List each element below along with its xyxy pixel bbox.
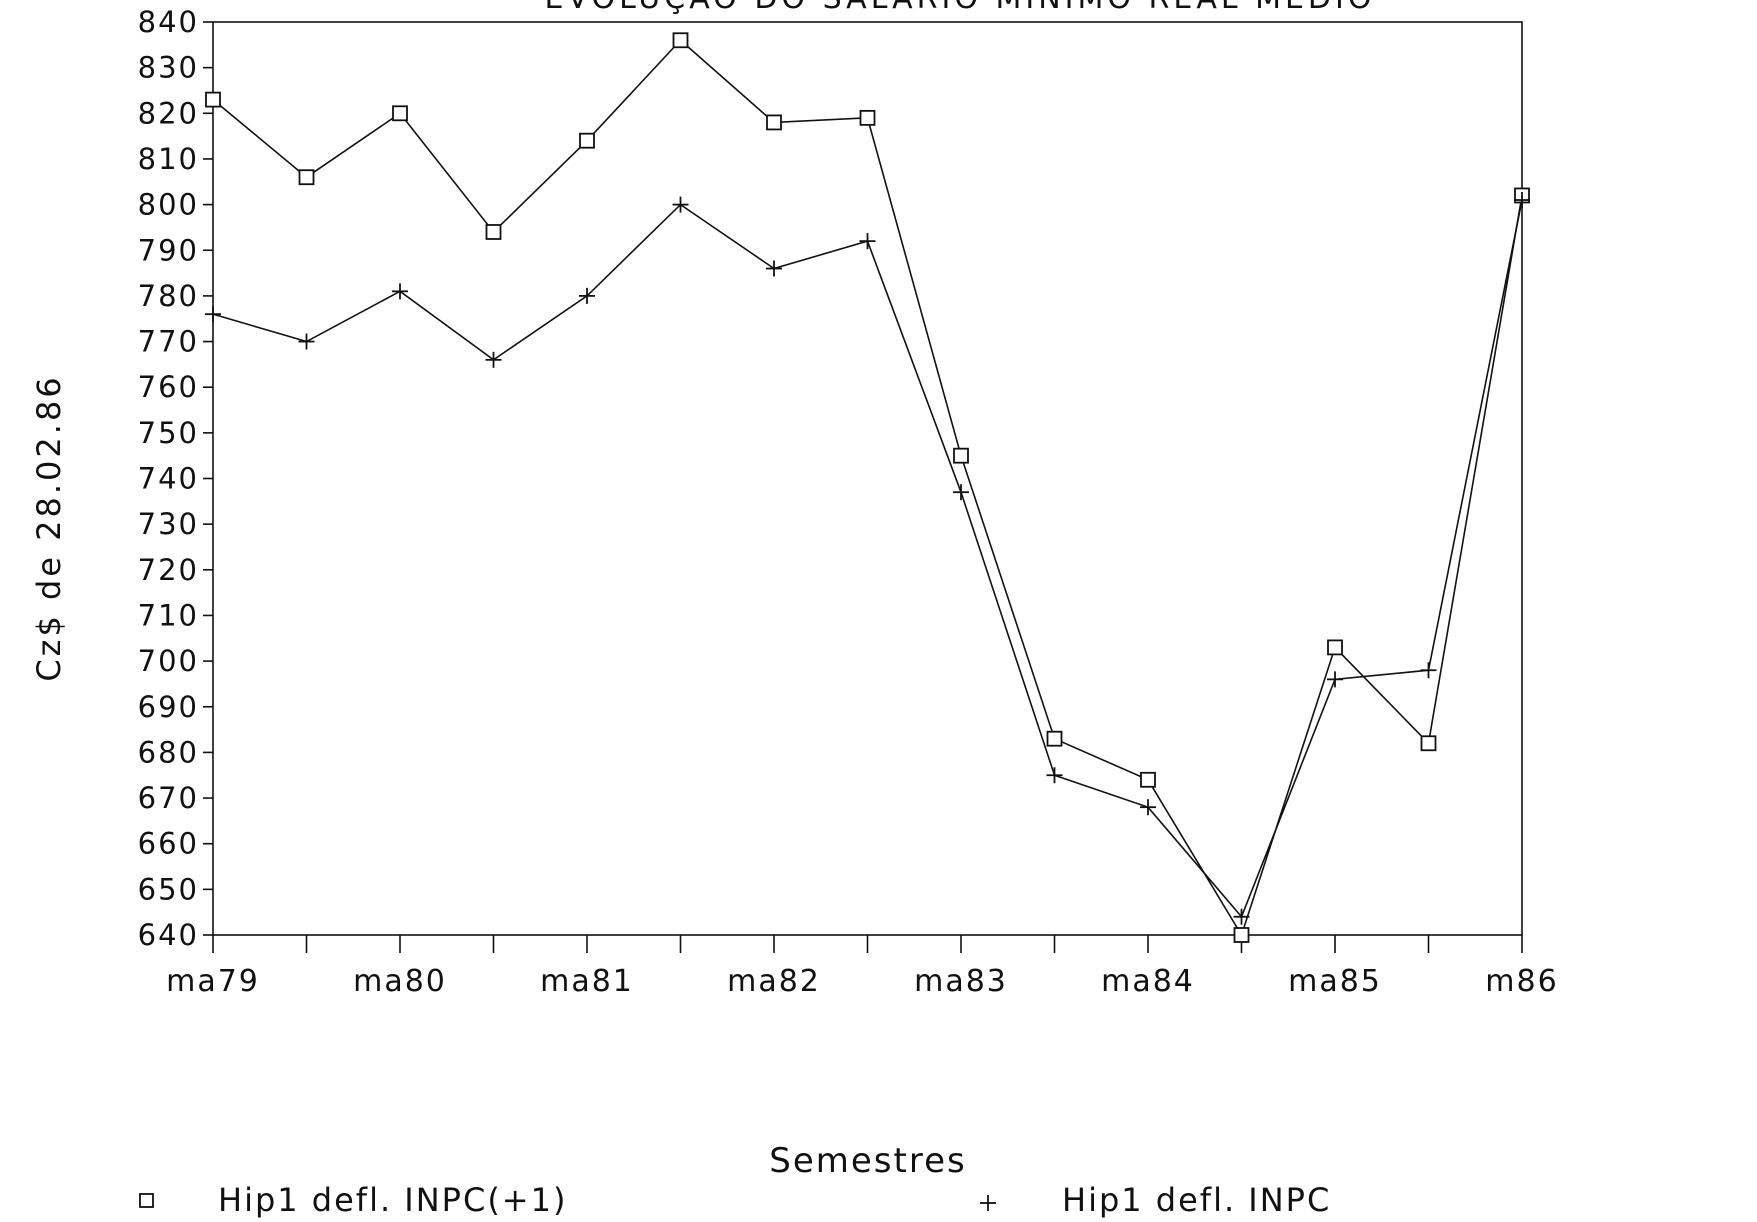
x-tick-label: ma82: [727, 964, 821, 999]
y-tick-label: 840: [138, 5, 199, 39]
data-point-square: [1046, 730, 1063, 747]
series-layer: [205, 32, 1530, 943]
data-point-plus: [672, 196, 689, 213]
series-line: [212, 199, 1523, 919]
x-tick-label: ma79: [166, 964, 260, 999]
y-tick-label: 680: [138, 735, 199, 769]
y-tick-label: 780: [138, 279, 199, 313]
data-point-square: [485, 224, 502, 240]
data-point-plus: [1140, 799, 1156, 816]
x-axis-title: Semestres: [769, 1141, 966, 1181]
y-tick-label: 730: [138, 507, 199, 541]
series-line: [212, 39, 1523, 937]
data-point-plus: [205, 306, 221, 323]
series-1: [205, 32, 1530, 943]
y-tick-label: 820: [138, 96, 199, 130]
series-2: [205, 192, 1530, 925]
data-point-plus: [859, 233, 876, 250]
legend-label: Hip1 defl. INPC: [1062, 1181, 1331, 1219]
y-tick-label: 810: [138, 142, 199, 176]
x-tick-label: ma80: [353, 964, 447, 999]
data-point-square: [298, 169, 315, 186]
data-point-square: [1233, 927, 1250, 943]
y-tick-label: 690: [138, 690, 199, 724]
data-point-plus: [1046, 767, 1063, 784]
legend-item-2: Hip1 defl. INPC: [980, 1181, 1331, 1219]
legend-label: Hip1 defl. INPC(+1): [218, 1181, 567, 1219]
y-axis-title: Cz$ de 28.02.86: [30, 374, 68, 681]
y-tick-label: 750: [138, 416, 199, 450]
y-tick-label: 790: [138, 233, 199, 267]
y-tick-label: 700: [138, 644, 199, 678]
data-point-square: [579, 132, 595, 149]
data-point-square: [1420, 735, 1437, 752]
legend: Hip1 defl. INPC(+1) Hip1 defl. INPC: [139, 1181, 1331, 1219]
axes: 640 650 660 670 680 690 700 710 720 730 740 750 760 7…: [138, 5, 1558, 999]
y-tick-label: 760: [138, 370, 199, 404]
data-point-plus: [392, 283, 408, 300]
data-point-plus: [1514, 192, 1530, 209]
x-tick-label: ma83: [914, 964, 1008, 999]
chart-title: EVOLUÇÃO DO SALÁRIO MÍNIMO REAL MÉDIO: [545, 0, 1376, 16]
data-point-plus: [953, 484, 969, 501]
data-point-plus: [766, 260, 782, 277]
data-point-square: [953, 447, 969, 464]
y-tick-label: 670: [138, 781, 199, 815]
data-point-square: [672, 32, 689, 49]
data-point-square: [1327, 639, 1343, 656]
y-tick-label: 650: [138, 872, 199, 906]
x-tick-label: ma84: [1101, 964, 1195, 999]
x-tick-label: ma81: [540, 964, 634, 999]
data-point-plus: [1327, 671, 1343, 688]
x-tick-label: m86: [1485, 964, 1558, 999]
data-point-plus: [579, 287, 595, 304]
y-tick-label: 770: [138, 325, 199, 359]
y-tick-label: 720: [138, 553, 199, 587]
data-point-square: [1140, 771, 1156, 788]
data-point-plus: [1233, 908, 1250, 925]
y-tick-label: 800: [138, 188, 199, 222]
data-point-plus: [485, 351, 502, 368]
data-point-square: [392, 105, 408, 122]
data-point-plus: [1420, 662, 1437, 679]
y-tick-label: 710: [138, 598, 199, 632]
y-tick-label: 740: [138, 462, 199, 496]
data-point-plus: [298, 333, 315, 350]
plot-frame: [212, 21, 1523, 936]
data-point-square: [859, 109, 876, 126]
legend-item-1: Hip1 defl. INPC(+1): [139, 1181, 567, 1219]
x-tick-label: ma85: [1288, 964, 1382, 999]
data-point-square: [205, 91, 221, 108]
data-point-square: [766, 114, 782, 131]
y-tick-label: 640: [138, 918, 199, 952]
y-tick-label: 660: [138, 827, 199, 861]
legend-marker-square: [139, 1193, 154, 1208]
y-tick-label: 830: [138, 51, 199, 85]
